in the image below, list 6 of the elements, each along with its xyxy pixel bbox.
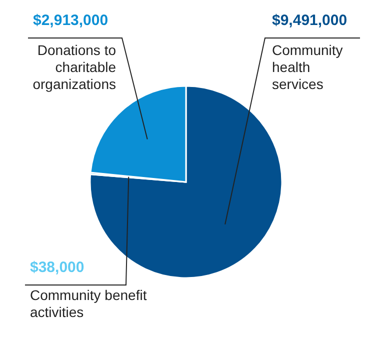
slice-label: Community health services: [272, 42, 343, 92]
slice-label: Community benefit activities: [30, 287, 147, 320]
data-label: $38,000: [30, 259, 84, 276]
slice-label: Donations to charitable organizations: [32, 42, 116, 92]
data-label: $9,491,000: [272, 12, 348, 29]
data-label: $2,913,000: [33, 12, 108, 29]
